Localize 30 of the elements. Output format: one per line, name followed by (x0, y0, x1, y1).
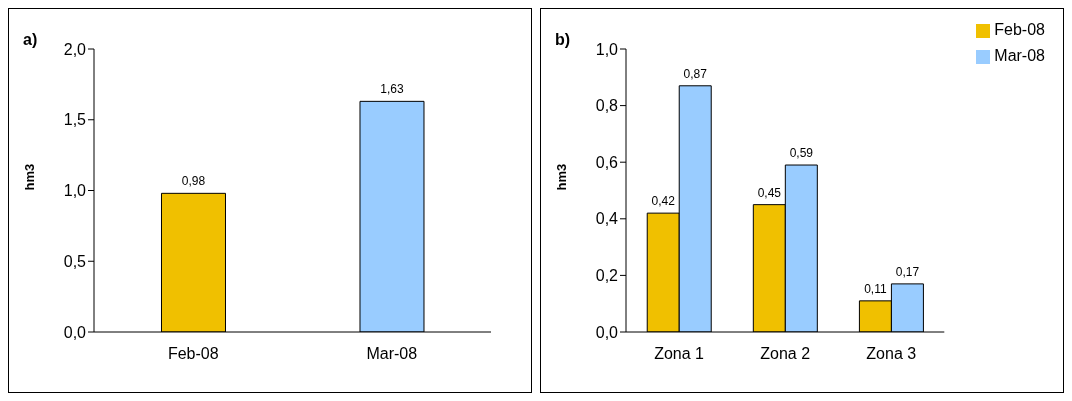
data-label: 0,45 (757, 185, 782, 200)
data-label: 0,42 (651, 194, 676, 209)
y-tick-label: 0,4 (595, 210, 619, 228)
data-label: 0,11 (864, 281, 887, 296)
data-label: 0,59 (789, 146, 814, 161)
y-axis-title: hm3 (21, 163, 37, 191)
x-tick-label: Zona 2 (760, 345, 811, 363)
y-tick-label: 2,0 (63, 40, 87, 58)
y-tick-label: 1,0 (63, 182, 87, 200)
data-label: 0,98 (181, 174, 206, 189)
y-tick-label: 1,0 (595, 40, 619, 58)
legend-label: Mar-08 (994, 47, 1045, 64)
y-tick-label: 0,6 (595, 153, 619, 171)
y-tick-label: 0,0 (595, 323, 619, 341)
x-tick-label: Feb-08 (167, 345, 219, 363)
x-tick-label: Zona 3 (866, 345, 917, 363)
data-label: 1,63 (380, 82, 404, 97)
chart-title: b) (555, 31, 571, 49)
y-axis-title: hm3 (553, 163, 569, 191)
legend-label: Feb-08 (994, 21, 1045, 38)
data-label: 0,17 (895, 264, 920, 279)
x-tick-label: Mar-08 (366, 345, 418, 363)
chart-title: a) (23, 31, 38, 49)
y-tick-label: 0,0 (63, 323, 87, 341)
y-tick-label: 1,5 (63, 111, 87, 129)
y-tick-label: 0,8 (595, 97, 619, 115)
x-tick-label: Zona 1 (654, 345, 705, 363)
y-tick-label: 0,2 (595, 267, 619, 285)
data-label: 0,87 (683, 66, 708, 81)
y-tick-label: 0,5 (63, 252, 87, 270)
